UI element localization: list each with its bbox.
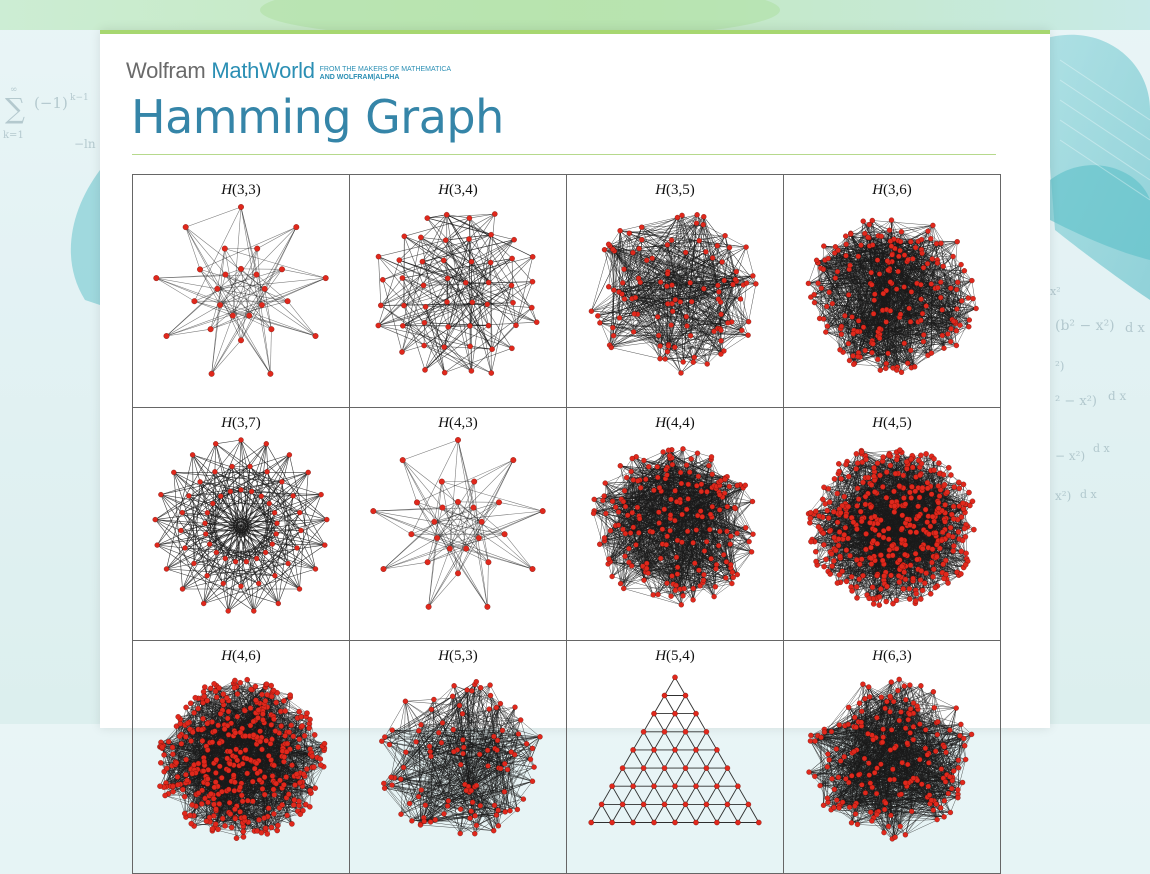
graph-cell: H(3,7) — [133, 408, 350, 641]
wolfram-mathworld-logo[interactable]: Wolfram MathWorld FROM THE MAKERS OF MAT… — [126, 60, 451, 84]
graph-cell: H(4,6) — [133, 641, 350, 874]
hamming-graph-drawing — [363, 434, 553, 618]
graph-label-args: (3,7) — [232, 415, 261, 431]
graph-label: H(5,4) — [567, 647, 783, 665]
hamming-graph-drawing — [363, 667, 553, 851]
page-title: Hamming Graph — [131, 90, 504, 144]
svg-text:d x: d x — [1080, 488, 1098, 501]
graph-label-func: H — [221, 182, 232, 198]
hamming-graph-drawing — [797, 201, 987, 385]
graph-label-args: (5,3) — [449, 648, 478, 664]
graph-label: H(3,7) — [133, 414, 349, 432]
hamming-graph-drawing — [580, 667, 770, 851]
hamming-graph-drawing — [580, 434, 770, 618]
graph-cell: H(4,5) — [784, 408, 1001, 641]
graph-label-args: (5,4) — [666, 648, 695, 664]
graph-label: H(4,6) — [133, 647, 349, 665]
graph-cell: H(3,4) — [350, 175, 567, 408]
graph-label: H(5,3) — [350, 647, 566, 665]
graph-label: H(3,3) — [133, 181, 349, 199]
hamming-graph-drawing — [797, 667, 987, 851]
graph-edges — [156, 207, 325, 374]
graph-label: H(3,5) — [567, 181, 783, 199]
hamming-graph-drawing — [363, 201, 553, 385]
svg-text:² − x²): ² − x²) — [1055, 394, 1097, 409]
svg-text:d x: d x — [1108, 389, 1126, 403]
logo-wolfram: Wolfram — [126, 58, 205, 84]
svg-text:x²: x² — [1050, 285, 1061, 298]
graph-vertices — [371, 437, 546, 609]
graph-cell: H(6,3) — [784, 641, 1001, 874]
svg-text:∞: ∞ — [10, 85, 18, 95]
graph-label-args: (3,5) — [666, 182, 695, 198]
svg-text:− x²): − x²) — [1055, 449, 1085, 463]
graph-vertices — [589, 675, 762, 825]
graph-label-args: (3,6) — [883, 182, 912, 198]
hamming-graph-drawing — [146, 201, 336, 385]
graph-label-func: H — [655, 648, 666, 664]
svg-text:d x: d x — [1093, 442, 1111, 455]
graph-label-args: (3,3) — [232, 182, 261, 198]
hamming-graph-drawing — [146, 434, 336, 618]
svg-text:∑: ∑ — [5, 92, 25, 125]
graph-row: H(3,7)H(4,3)H(4,4)H(4,5) — [133, 408, 1001, 641]
graph-cell: H(4,3) — [350, 408, 567, 641]
graph-label-args: (4,3) — [449, 415, 478, 431]
graph-cell: H(4,4) — [567, 408, 784, 641]
graph-label-args: (6,3) — [883, 648, 912, 664]
graph-cell: H(3,5) — [567, 175, 784, 408]
hamming-graph-drawing — [146, 667, 336, 851]
graph-edges — [373, 440, 542, 607]
graph-vertices — [154, 204, 329, 376]
graph-label-args: (3,4) — [449, 182, 478, 198]
graph-label: H(6,3) — [784, 647, 1000, 665]
graph-label: H(4,5) — [784, 414, 1000, 432]
content-sheet: Wolfram MathWorld FROM THE MAKERS OF MAT… — [100, 30, 1050, 728]
graph-label-func: H — [872, 415, 883, 431]
svg-text:(−1): (−1) — [34, 94, 68, 112]
graph-label-func: H — [655, 182, 666, 198]
svg-text:k=1: k=1 — [3, 130, 24, 141]
graph-label-args: (4,6) — [232, 648, 261, 664]
svg-text:x²): x²) — [1055, 489, 1071, 503]
graph-label-args: (4,5) — [883, 415, 912, 431]
hamming-graph-table: H(3,3)H(3,4)H(3,5)H(3,6)H(3,7)H(4,3)H(4,… — [132, 174, 1001, 874]
graph-label-func: H — [872, 182, 883, 198]
graph-cell: H(5,3) — [350, 641, 567, 874]
hamming-graph-drawing — [797, 434, 987, 618]
graph-label-func: H — [438, 648, 449, 664]
logo-mathworld: MathWorld — [211, 58, 314, 84]
graph-label: H(4,3) — [350, 414, 566, 432]
graph-label: H(3,4) — [350, 181, 566, 199]
graph-label: H(4,4) — [567, 414, 783, 432]
graph-label-func: H — [438, 182, 449, 198]
svg-text:d x: d x — [1125, 321, 1145, 336]
graph-row: H(3,3)H(3,4)H(3,5)H(3,6) — [133, 175, 1001, 408]
hamming-graph-drawing — [580, 201, 770, 385]
svg-text:²): ²) — [1055, 359, 1065, 373]
graph-label-func: H — [655, 415, 666, 431]
graph-label-func: H — [872, 648, 883, 664]
graph-row: H(4,6)H(5,3)H(5,4)H(6,3) — [133, 641, 1001, 874]
graph-label-func: H — [221, 648, 232, 664]
logo-tagline: FROM THE MAKERS OF MATHEMATICA AND WOLFR… — [320, 66, 451, 82]
graph-cell: H(5,4) — [567, 641, 784, 874]
svg-text:−ln: −ln — [74, 137, 96, 151]
svg-text:(b² − x²): (b² − x²) — [1055, 318, 1115, 334]
tagline-line1: FROM THE MAKERS OF MATHEMATICA — [320, 66, 451, 73]
tagline-line2: AND WOLFRAM|ALPHA — [320, 74, 400, 81]
graph-label-func: H — [438, 415, 449, 431]
graph-label-func: H — [221, 415, 232, 431]
title-divider — [132, 154, 996, 155]
svg-text:k−1: k−1 — [70, 93, 89, 103]
graph-label: H(3,6) — [784, 181, 1000, 199]
graph-cell: H(3,3) — [133, 175, 350, 408]
graph-cell: H(3,6) — [784, 175, 1001, 408]
graph-label-args: (4,4) — [666, 415, 695, 431]
